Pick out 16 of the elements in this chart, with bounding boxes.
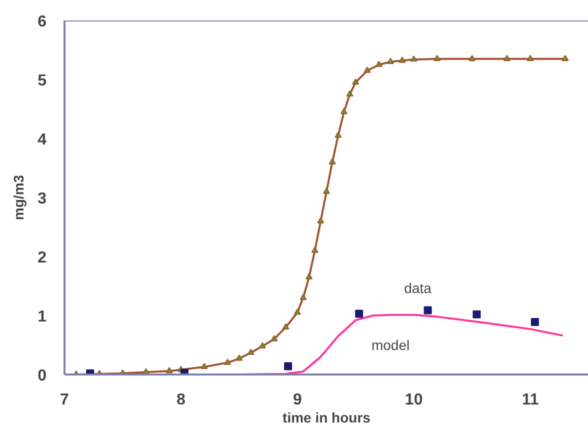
y-tick-label: 6 <box>38 14 47 30</box>
series-label: model <box>371 336 410 353</box>
y-tick-label: 1 <box>38 308 47 326</box>
x-tick-label: 8 <box>176 392 186 408</box>
x-tick-label: 11 <box>522 392 539 408</box>
x-axis-title: time in hours <box>282 410 371 426</box>
y-tick-label: 3 <box>38 190 47 208</box>
y-tick-label: 2 <box>38 250 47 266</box>
y-axis-title: mg/m3 <box>10 174 27 220</box>
y-tick-label: 0 <box>38 368 47 384</box>
x-tick-label: 7 <box>60 392 70 408</box>
y-tick-label: 4 <box>38 132 47 148</box>
x-tick-label: 9 <box>292 392 302 408</box>
y-tick-label: 5 <box>38 72 47 90</box>
series-label: data <box>404 280 432 296</box>
x-tick-label: 10 <box>404 392 423 408</box>
